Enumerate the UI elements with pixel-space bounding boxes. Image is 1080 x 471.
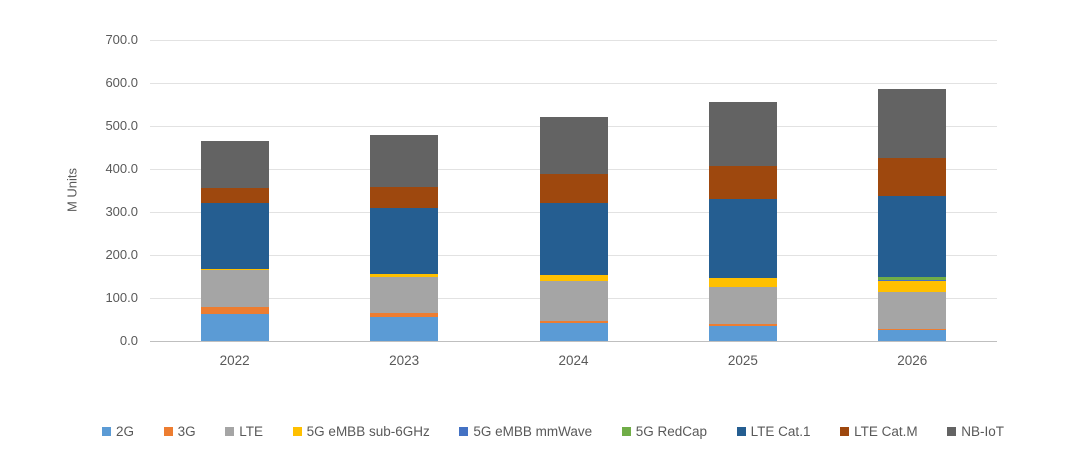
legend-swatch-5g-embb-mmwave (459, 426, 469, 436)
gridline-600 (150, 83, 997, 84)
y-tick-label-700: 700.0 (105, 32, 138, 47)
legend-swatch-lte (225, 426, 235, 436)
legend: 2G 3G LTE 5G eMBB sub-6GHz 5G eMBB mmWave 5G … (102, 421, 1004, 441)
y-tick-label-100: 100.0 (105, 290, 138, 305)
legend-label-5g-embb-mmwave: 5G eMBB mmWave (473, 423, 593, 439)
bar-segment-nb-iot-2025 (708, 101, 777, 167)
legend-label-lte-cat-m: LTE Cat.M (854, 423, 918, 439)
bar-segment-lte-2026 (878, 291, 947, 329)
x-tick-label-2024: 2024 (558, 353, 589, 368)
legend-swatch-3g (163, 426, 173, 436)
x-tick-label-2023: 2023 (389, 353, 420, 368)
legend-item-3g: 3G (163, 423, 196, 439)
legend-swatch-nb-iot (947, 426, 957, 436)
bar-segment-3g-2025 (708, 323, 777, 326)
bar-segment-lte-2024 (539, 280, 608, 321)
bar-segment-lte-2025 (708, 287, 777, 324)
legend-swatch-lte-cat-1 (736, 426, 746, 436)
bar-segment-5g-embb-sub-6ghz-2023 (370, 273, 439, 277)
legend-item-lte-cat-m: LTE Cat.M (840, 424, 918, 439)
bar-segment-nb-iot-2024 (539, 117, 608, 175)
bar-segment-5g-embb-mmwave-2026 (878, 279, 947, 281)
legend-label-lte-cat-1: LTE Cat.1 (750, 423, 811, 439)
bar-segment-5g-embb-sub-6ghz-2024 (539, 275, 608, 281)
legend-label-2g: 2G (116, 423, 135, 439)
legend-item-nb-iot: NB-IoT (947, 424, 1004, 439)
bar-segment-lte-cat-m-2026 (878, 158, 947, 196)
bar-segment-2g-2025 (708, 325, 777, 341)
bar-segment-2g-2022 (200, 314, 269, 341)
legend-label-5g-embb-sub-6ghz: 5G eMBB sub-6GHz (306, 423, 430, 439)
legend-swatch-5g-redcap (621, 426, 631, 436)
bar-segment-5g-redcap-2026 (878, 277, 947, 280)
bar-segment-lte-cat-m-2022 (200, 187, 269, 204)
bar-segment-5g-embb-sub-6ghz-2025 (708, 278, 777, 288)
x-tick-label-2022: 2022 (219, 353, 250, 368)
legend-item-5g-embb-mmwave: 5G eMBB mmWave (459, 424, 592, 439)
legend-item-5g-embb-sub-6ghz: 5G eMBB sub-6GHz (292, 423, 430, 439)
bar-segment-lte-cat-1-2024 (539, 203, 608, 276)
legend-label-lte: LTE (239, 423, 264, 439)
bar-segment-nb-iot-2026 (878, 88, 947, 159)
y-axis-title: M Units (64, 167, 80, 213)
legend-label-5g-redcap: 5G RedCap (635, 423, 708, 439)
bar-segment-lte-cat-m-2023 (370, 187, 439, 208)
y-tick-label-200: 200.0 (105, 247, 138, 262)
bar-segment-5g-embb-sub-6ghz-2022 (200, 268, 269, 271)
x-tick-label-2025: 2025 (727, 353, 758, 368)
bar-segment-lte-2022 (200, 270, 269, 308)
bar-segment-nb-iot-2023 (370, 134, 439, 188)
bar-segment-2g-2023 (370, 317, 439, 341)
bar-segment-3g-2022 (200, 307, 269, 315)
y-tick-label-0: 0.0 (119, 333, 138, 348)
gridline-700 (150, 40, 997, 41)
y-tick-label-500: 500.0 (105, 118, 138, 133)
bar-segment-2g-2026 (878, 329, 947, 341)
bar-segment-nb-iot-2022 (200, 140, 269, 188)
bar-segment-lte-cat-1-2022 (200, 203, 269, 269)
y-tick-label-300: 300.0 (105, 204, 138, 219)
bar-segment-3g-2024 (539, 320, 608, 323)
legend-label-3g: 3G (177, 423, 196, 439)
bar-segment-5g-embb-sub-6ghz-2026 (878, 280, 947, 292)
bar-segment-lte-cat-m-2024 (539, 174, 608, 204)
legend-item-2g: 2G (102, 424, 134, 439)
bar-segment-3g-2026 (878, 328, 947, 330)
legend-label-nb-iot: NB-IoT (961, 423, 1004, 439)
bar-segment-3g-2023 (370, 313, 439, 318)
bar-segment-2g-2024 (539, 322, 608, 341)
legend-item-lte: LTE (225, 424, 263, 439)
legend-item-lte-cat-1: LTE Cat.1 (736, 423, 811, 439)
bar-segment-lte-cat-m-2025 (708, 166, 777, 199)
bar-segment-lte-2023 (370, 276, 439, 314)
legend-swatch-2g (102, 426, 111, 436)
x-axis-line (150, 341, 997, 342)
x-tick-label-2026: 2026 (897, 353, 928, 368)
legend-item-5g-redcap: 5G RedCap (621, 423, 708, 439)
bar-segment-lte-cat-1-2023 (370, 207, 439, 274)
legend-swatch-5g-embb-sub-6ghz (292, 426, 302, 436)
legend-swatch-lte-cat-m (840, 426, 850, 436)
bar-segment-lte-cat-1-2025 (708, 198, 777, 279)
y-tick-label-600: 600.0 (105, 75, 138, 90)
y-tick-label-400: 400.0 (105, 161, 138, 176)
bar-segment-lte-cat-1-2026 (878, 195, 947, 278)
